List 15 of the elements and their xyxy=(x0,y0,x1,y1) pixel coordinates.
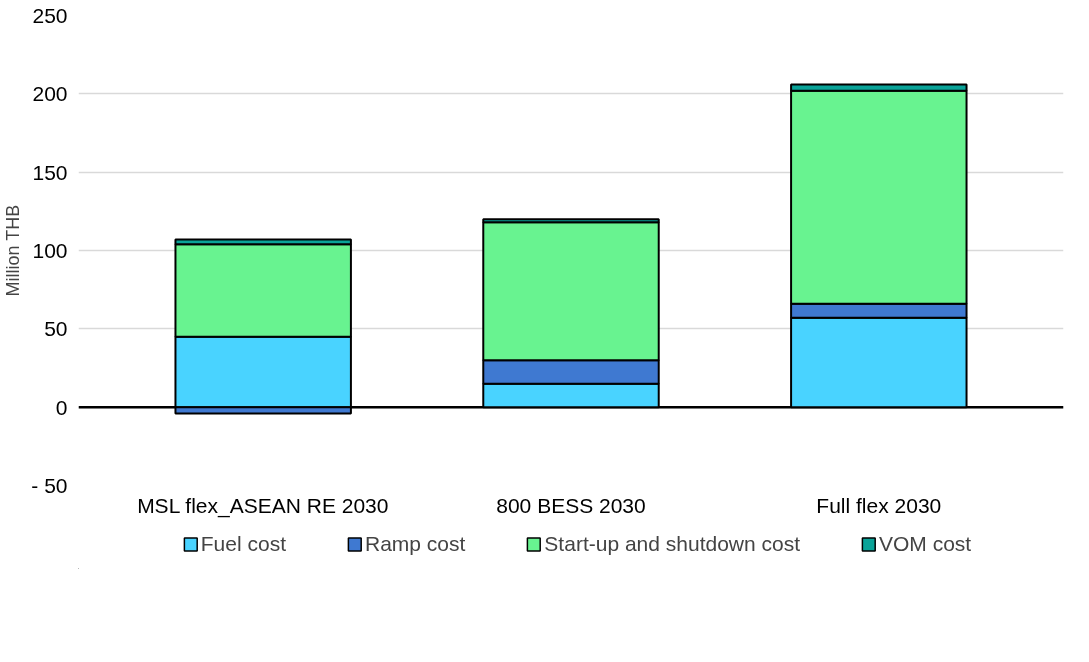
y-tick-label: 200 xyxy=(32,82,68,106)
x-tick-label: 800 BESS 2030 xyxy=(496,493,646,517)
y-tick-label: 0 xyxy=(55,395,68,419)
y-axis-title: Million THB xyxy=(3,204,24,297)
legend-label: VOM cost xyxy=(879,532,972,556)
x-tick-label: MSL flex_ASEAN RE 2030 xyxy=(137,493,389,518)
legend-label: Fuel cost xyxy=(200,532,286,556)
y-tick-label: 50 xyxy=(44,317,68,341)
x-tick-label: Full flex 2030 xyxy=(816,493,942,517)
y-tick-label: 250 xyxy=(32,4,68,27)
legend-label: Ramp cost xyxy=(364,532,466,556)
y-tick-label: - 50 xyxy=(31,474,68,497)
legend-label: Start-up and shutdown cost xyxy=(544,532,801,556)
y-tick-label: 150 xyxy=(32,160,68,184)
y-tick-label: 100 xyxy=(32,239,68,262)
